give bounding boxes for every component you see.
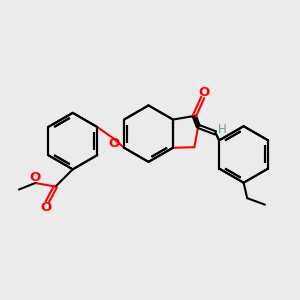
Text: O: O xyxy=(198,86,209,99)
Text: O: O xyxy=(30,171,41,184)
Text: O: O xyxy=(108,137,119,150)
Text: O: O xyxy=(40,201,51,214)
Text: H: H xyxy=(218,123,226,136)
